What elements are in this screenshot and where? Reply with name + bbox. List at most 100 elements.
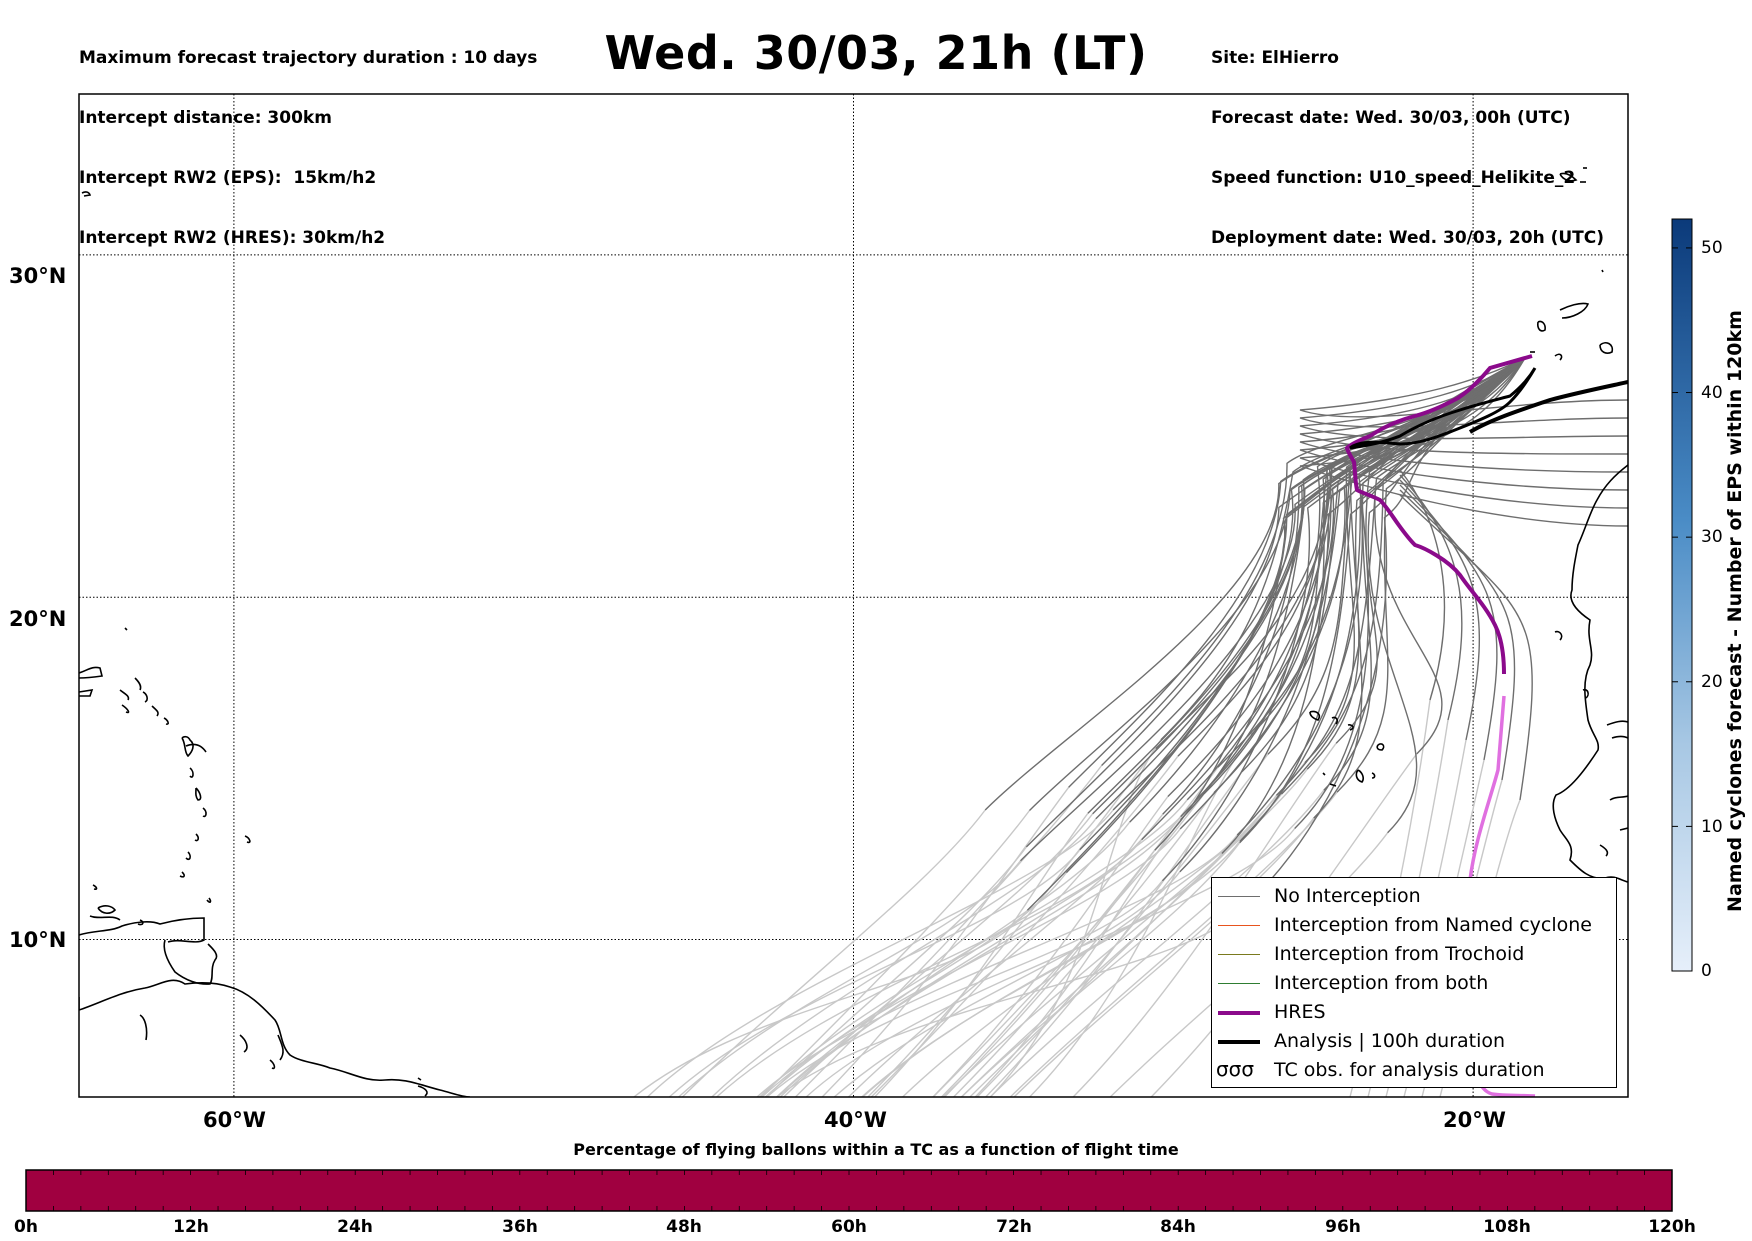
legend-item-named-cyclone: Interception from Named cyclone (1212, 912, 1612, 941)
eps-track-extension (873, 812, 1089, 1097)
eps-track (1161, 357, 1526, 882)
eps-track-extension (633, 909, 1028, 1097)
flight-time-tick: 96h (1325, 1217, 1361, 1237)
header-right-info: Site: ElHierro Forecast date: Wed. 30/03… (1211, 8, 1604, 268)
legend-label: Interception from Trochoid (1274, 943, 1525, 965)
eps-track-extension (710, 818, 1097, 1097)
eps-track-extension (870, 755, 1179, 1097)
header-left-info: Maximum forecast trajectory duration : 1… (79, 8, 537, 268)
eps-track-extension (866, 748, 1157, 1097)
canary-islands-coast (1537, 320, 1546, 332)
south-america-coast (79, 979, 471, 1097)
eps-track (1399, 469, 1446, 701)
analysis-track-east (1468, 380, 1628, 434)
legend-label: Interception from Named cyclone (1274, 914, 1592, 936)
flight-time-colorbar-title: Percentage of flying ballons within a TC… (573, 1140, 1179, 1159)
eps-track (1374, 357, 1526, 755)
eps-track-extension (976, 753, 1269, 1097)
legend-item-trochoid: Interception from Trochoid (1212, 941, 1612, 970)
eps-track-extension (677, 860, 1022, 1097)
flight-time-colorbar-ticks (53, 1170, 1645, 1211)
eps-track-extension (765, 846, 1027, 1097)
eps-track (1399, 479, 1480, 741)
eps-track-extension (960, 842, 1241, 1097)
eps-tracks-beyond-horizon (633, 699, 1521, 1097)
flight-time-tick: 120h (1648, 1217, 1696, 1237)
eps-track (1299, 357, 1628, 527)
eps-track-extension (760, 810, 1031, 1097)
info-deployment-date: Deployment date: Wed. 30/03, 20h (UTC) (1211, 228, 1605, 248)
eps-track (1399, 489, 1516, 781)
lon-label-60w: 60°W (203, 1108, 266, 1132)
eps-track-extension (646, 809, 1114, 1097)
flight-time-tick: 72h (996, 1217, 1032, 1237)
eps-track (1095, 357, 1526, 820)
legend-item-both: Interception from both (1212, 970, 1612, 999)
eps-tick-0: 0 (1701, 961, 1712, 981)
info-site: Site: ElHierro (1211, 48, 1339, 68)
lat-label-20n: 20°N (9, 607, 67, 631)
info-intercept-distance: Intercept distance: 300km (79, 108, 332, 128)
map-title: Wed. 30/03, 21h (LT) (604, 26, 1148, 80)
legend-swatch (1218, 925, 1260, 926)
legend-item-hres: HRES (1212, 999, 1612, 1028)
info-max-duration: Maximum forecast trajectory duration : 1… (79, 48, 538, 68)
legend-swatch (1218, 1040, 1260, 1044)
legend-swatch (1218, 1011, 1260, 1015)
flight-time-tick: 36h (502, 1217, 538, 1237)
eps-track (1399, 484, 1498, 761)
eps-track (1399, 474, 1463, 721)
eps-track (1275, 357, 1526, 796)
eps-track (1236, 357, 1526, 836)
coastlines (79, 167, 1628, 1097)
legend-label: Analysis | 100h duration (1274, 1030, 1506, 1052)
eps-track-extension (968, 762, 1306, 1097)
eps-track-extension (1028, 734, 1252, 1097)
eps-track (1299, 357, 1628, 509)
eps-colorbar-label: Named cyclones forecast - Number of EPS … (1724, 310, 1746, 912)
eps-track-extension (940, 766, 1219, 1097)
info-intercept-hres: Intercept RW2 (HRES): 30km/h2 (79, 228, 386, 248)
legend-label: HRES (1274, 1001, 1326, 1023)
eps-track-extension (989, 789, 1325, 1097)
flight-time-colorbar (25, 1169, 1673, 1212)
legend-item-no-interception: No Interception (1212, 883, 1612, 912)
lat-label-10n: 10°N (9, 928, 67, 952)
eps-track-extension (989, 739, 1162, 1097)
eps-tick-30: 30 (1701, 527, 1723, 547)
legend-label: Interception from both (1274, 972, 1489, 994)
flight-time-tick: 84h (1160, 1217, 1196, 1237)
lon-label-40w: 40°W (824, 1108, 887, 1132)
eps-track (1299, 357, 1628, 455)
flight-time-tick: 24h (337, 1217, 373, 1237)
eps-track-extension (756, 834, 1238, 1097)
flight-time-tick: 60h (831, 1217, 867, 1237)
eps-track-extension (833, 871, 1181, 1097)
eps-tick-50: 50 (1701, 238, 1723, 258)
eps-track (1299, 357, 1628, 440)
hres-track (1344, 354, 1533, 675)
legend-label: No Interception (1274, 885, 1421, 907)
lat-label-30n: 30°N (9, 264, 67, 288)
eps-track-extension (901, 793, 1283, 1097)
analysis-track (1349, 367, 1537, 450)
info-intercept-eps: Intercept RW2 (EPS): 15km/h2 (79, 168, 377, 188)
legend-swatch (1218, 954, 1260, 955)
eps-tick-10: 10 (1701, 817, 1723, 837)
legend-swatch (1218, 983, 1260, 984)
eps-track-extension (942, 768, 1308, 1097)
eps-track-extension (821, 786, 1070, 1097)
eps-track-extension (758, 799, 1188, 1097)
flight-time-tick: 48h (666, 1217, 702, 1237)
map-frame (78, 93, 1629, 1098)
africa-coast (1552, 464, 1628, 883)
info-forecast-date: Forecast date: Wed. 30/03, 00h (UTC) (1211, 108, 1571, 128)
flight-time-tick: 0h (14, 1217, 38, 1237)
cape-verde-coast (1309, 710, 1321, 721)
tc-symbol-icon: σσσ (1216, 1057, 1255, 1081)
eps-tick-40: 40 (1701, 383, 1723, 403)
eps-track (1299, 357, 1628, 418)
eps-track (1177, 357, 1526, 757)
flight-time-tick: 12h (173, 1217, 209, 1237)
